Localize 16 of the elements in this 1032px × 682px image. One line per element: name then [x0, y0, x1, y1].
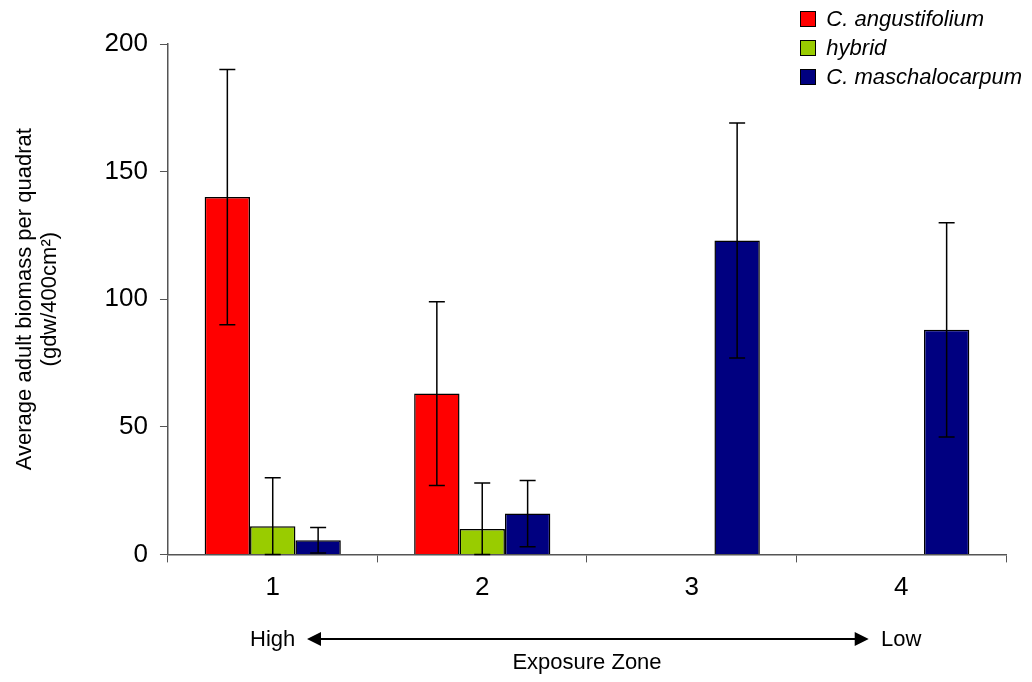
x-tick-label: 1 [265, 571, 280, 602]
legend-label: C. angustifolium [826, 5, 985, 32]
text: High [250, 626, 296, 652]
y-tick-label: 0 [133, 537, 148, 568]
y-axis-title: Average adult biomass per quadrat (gdw/400cm²) [10, 128, 62, 471]
x-tick-label: 3 [684, 571, 699, 602]
legend-label: C. maschalocarpum [826, 63, 1022, 90]
legend-label: hybrid [826, 34, 887, 61]
y-tick-label: 200 [104, 27, 148, 58]
y-tick-label: 50 [119, 409, 148, 440]
y-tick-label: 150 [104, 154, 148, 185]
x-tick-label: 4 [894, 571, 909, 602]
x-tick-label: 2 [475, 571, 490, 602]
y-tick-label: 100 [104, 282, 148, 313]
text: Low [881, 626, 922, 652]
x-axis-title: Exposure Zone [512, 648, 662, 674]
